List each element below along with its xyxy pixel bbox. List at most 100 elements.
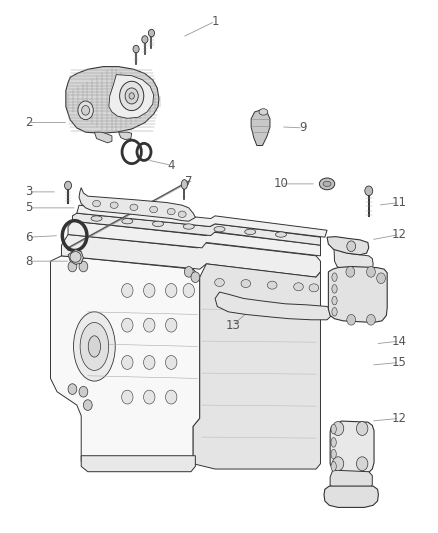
- Ellipse shape: [331, 273, 336, 281]
- Polygon shape: [66, 67, 159, 133]
- Text: 12: 12: [391, 228, 406, 241]
- Polygon shape: [109, 75, 153, 118]
- Ellipse shape: [330, 449, 336, 459]
- Polygon shape: [61, 235, 320, 277]
- Circle shape: [183, 284, 194, 297]
- Ellipse shape: [67, 247, 71, 251]
- Circle shape: [191, 272, 199, 282]
- Text: 12: 12: [391, 412, 406, 425]
- Circle shape: [346, 314, 355, 325]
- Circle shape: [356, 457, 367, 471]
- Ellipse shape: [331, 308, 336, 316]
- Polygon shape: [251, 110, 269, 146]
- Circle shape: [165, 356, 177, 369]
- Text: 8: 8: [25, 255, 32, 268]
- Ellipse shape: [133, 45, 139, 53]
- Circle shape: [356, 422, 367, 435]
- Circle shape: [165, 284, 177, 297]
- Text: 10: 10: [273, 177, 288, 190]
- Ellipse shape: [331, 296, 336, 305]
- Ellipse shape: [183, 224, 194, 229]
- Ellipse shape: [330, 424, 336, 434]
- Ellipse shape: [275, 232, 286, 237]
- Ellipse shape: [240, 279, 250, 288]
- Circle shape: [121, 356, 133, 369]
- Ellipse shape: [92, 200, 100, 207]
- Circle shape: [345, 266, 354, 277]
- Polygon shape: [215, 292, 331, 320]
- Circle shape: [376, 273, 385, 284]
- Ellipse shape: [119, 81, 144, 111]
- Ellipse shape: [141, 36, 148, 43]
- Ellipse shape: [88, 336, 100, 357]
- Circle shape: [165, 318, 177, 332]
- Ellipse shape: [80, 322, 109, 370]
- Text: 7: 7: [184, 175, 192, 188]
- Text: 6: 6: [25, 231, 32, 244]
- Circle shape: [143, 318, 155, 332]
- Circle shape: [366, 314, 374, 325]
- Ellipse shape: [322, 181, 330, 187]
- Text: 3: 3: [25, 185, 32, 198]
- Polygon shape: [326, 237, 368, 255]
- Circle shape: [366, 266, 374, 277]
- Ellipse shape: [331, 285, 336, 293]
- Ellipse shape: [267, 281, 276, 289]
- Ellipse shape: [293, 282, 303, 291]
- Circle shape: [346, 241, 355, 252]
- Polygon shape: [118, 132, 131, 140]
- Circle shape: [165, 390, 177, 404]
- Ellipse shape: [364, 186, 372, 196]
- Ellipse shape: [74, 312, 115, 381]
- Polygon shape: [77, 205, 326, 237]
- Polygon shape: [68, 221, 320, 256]
- Polygon shape: [329, 470, 371, 491]
- Polygon shape: [329, 421, 373, 474]
- Polygon shape: [328, 266, 386, 322]
- Text: 9: 9: [298, 122, 306, 134]
- Circle shape: [79, 386, 88, 397]
- Ellipse shape: [167, 208, 175, 215]
- Ellipse shape: [70, 252, 81, 262]
- Text: 15: 15: [391, 356, 406, 369]
- Ellipse shape: [110, 202, 118, 208]
- Ellipse shape: [64, 181, 71, 190]
- Text: 1: 1: [211, 15, 219, 28]
- Text: 13: 13: [225, 319, 240, 332]
- Ellipse shape: [214, 278, 224, 287]
- Ellipse shape: [152, 221, 163, 227]
- Ellipse shape: [91, 216, 102, 221]
- Circle shape: [143, 356, 155, 369]
- Ellipse shape: [213, 227, 225, 232]
- Circle shape: [121, 284, 133, 297]
- Polygon shape: [193, 264, 320, 469]
- Polygon shape: [72, 213, 320, 245]
- Text: 14: 14: [391, 335, 406, 348]
- Ellipse shape: [121, 219, 132, 224]
- Circle shape: [83, 400, 92, 410]
- Ellipse shape: [149, 206, 157, 213]
- Circle shape: [68, 261, 77, 272]
- Ellipse shape: [330, 438, 336, 447]
- Text: 11: 11: [391, 196, 406, 209]
- Polygon shape: [323, 486, 378, 507]
- Polygon shape: [81, 456, 195, 472]
- Ellipse shape: [129, 93, 134, 99]
- Ellipse shape: [178, 211, 186, 217]
- Ellipse shape: [244, 229, 255, 235]
- Ellipse shape: [78, 101, 93, 120]
- Text: 2: 2: [25, 116, 32, 129]
- Ellipse shape: [308, 284, 318, 292]
- Polygon shape: [50, 256, 199, 469]
- Ellipse shape: [330, 462, 336, 471]
- Ellipse shape: [148, 29, 154, 37]
- Ellipse shape: [258, 109, 267, 115]
- Ellipse shape: [125, 88, 138, 104]
- Text: 4: 4: [167, 159, 175, 172]
- Circle shape: [332, 457, 343, 471]
- Circle shape: [121, 318, 133, 332]
- Polygon shape: [94, 132, 112, 143]
- Circle shape: [143, 390, 155, 404]
- Ellipse shape: [181, 180, 187, 189]
- Polygon shape: [68, 249, 83, 264]
